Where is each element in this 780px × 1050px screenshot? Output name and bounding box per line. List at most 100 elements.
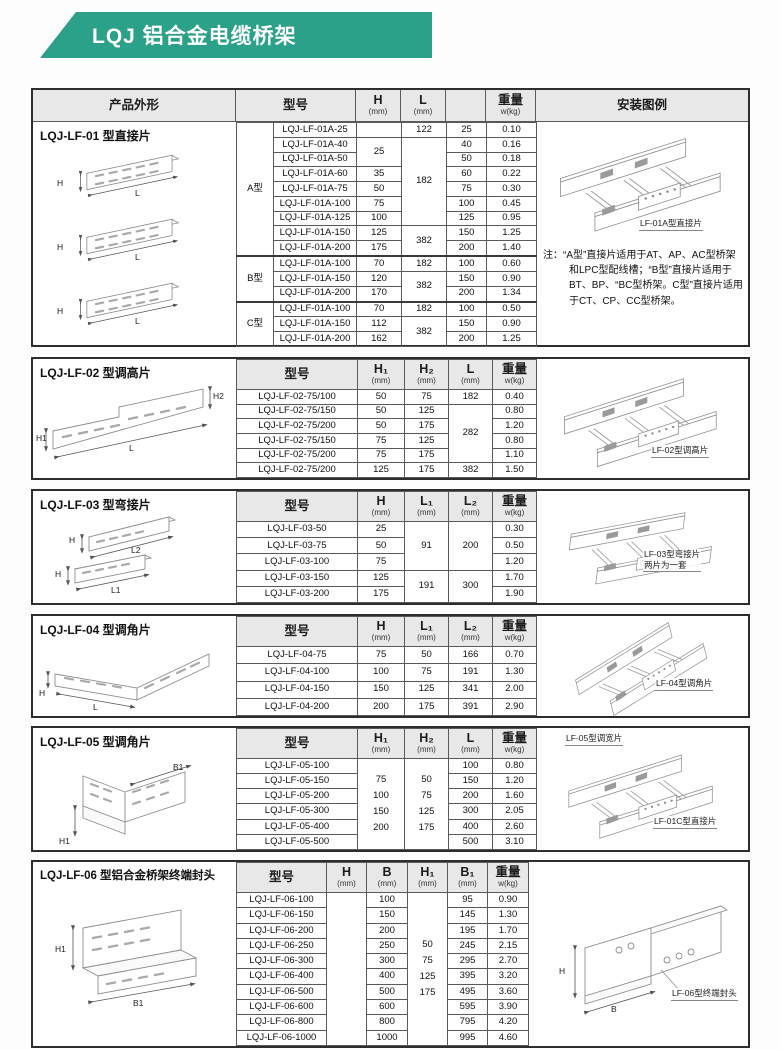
- table-cell: 75: [357, 432, 405, 449]
- table-cell: 1.30: [487, 907, 529, 924]
- table-cell: 170: [356, 285, 402, 303]
- table-cell: 3.20: [487, 968, 529, 985]
- table-cell: B型: [236, 255, 274, 303]
- column-header: H (mm): [357, 491, 405, 522]
- table-cell: 95: [447, 891, 488, 909]
- table-cell: 182: [401, 300, 447, 318]
- table-row: LQJ-LF-06-500 500 495 3.60: [236, 983, 529, 1001]
- illustration-label: LF-03型弯接片 两片为一套: [643, 549, 702, 573]
- table-cell: 0.50: [486, 300, 537, 318]
- table-cell: LQJ-LF-01A-200: [273, 285, 357, 303]
- table-cell: 0.22: [486, 166, 537, 183]
- table-cell: 1.70: [487, 922, 529, 939]
- illustration-label: LF-06型终端封头: [671, 988, 738, 1001]
- install-example-zone: LF-04型调角片: [537, 616, 748, 716]
- table-cell: 50: [446, 151, 487, 168]
- table-cell: LQJ-LF-01A-100: [273, 300, 357, 318]
- table-row: LQJ-LF-06-100 100 50 75 125 175 95 0.90: [236, 891, 529, 1046]
- table-cell: 391: [448, 697, 493, 717]
- column-header: L (mm): [448, 359, 493, 390]
- column-header: 型号: [236, 359, 358, 390]
- table-row: A型 LQJ-LF-01A-25 122 25 0.10: [236, 122, 537, 257]
- table-cell: LQJ-LF-01A-40: [273, 136, 357, 153]
- table-cell: LQJ-LF-03-150: [236, 569, 358, 587]
- table-cell: 200: [357, 697, 405, 717]
- table-cell: 3.60: [487, 983, 529, 1001]
- spec-table-lf02: 型号 H₁ (mm) H₂ (mm) L (mm) 重量 w(kg) LQJ-LF-02-75/1…: [236, 359, 537, 478]
- table-cell: 2.05: [492, 803, 537, 820]
- table-cell: LQJ-LF-02-75/150: [236, 403, 358, 420]
- column-header: L (mm): [448, 728, 493, 759]
- block-title: LQJ-LF-05 型调角片: [40, 735, 151, 749]
- table-cell: 182: [401, 136, 447, 227]
- table-cell: LQJ-LF-06-400: [236, 968, 327, 985]
- table-cell: 1.70: [492, 569, 537, 587]
- table-cell: LQJ-LF-06-150: [236, 907, 327, 924]
- table-cell: 75: [357, 645, 405, 665]
- table-cell: LQJ-LF-04-75: [236, 645, 358, 665]
- table-cell: 25: [356, 136, 402, 168]
- table-cell: LQJ-LF-04-150: [236, 680, 358, 699]
- table-cell: 182: [448, 389, 493, 405]
- table-cell: 400: [366, 968, 408, 985]
- table-cell: 125: [446, 210, 487, 227]
- table-cell: 182: [401, 255, 447, 272]
- install-example-zone: H B LF-06型终端封头: [529, 862, 748, 1046]
- table-cell: 50 75 125 175: [404, 758, 449, 850]
- table-cell: LQJ-LF-01A-200: [273, 240, 357, 257]
- column-header-blank: [446, 90, 486, 122]
- table-cell: 125: [404, 403, 449, 420]
- table-cell: A型: [236, 122, 274, 257]
- table-cell: 0.18: [486, 151, 537, 168]
- column-header: H₁ (mm): [357, 728, 405, 759]
- table-cell: 100: [446, 300, 487, 318]
- illustration-label: LF-02型调高片: [651, 445, 710, 458]
- table-cell: 341: [448, 680, 493, 699]
- table-cell: 175: [404, 697, 449, 717]
- table-cell: 382: [401, 316, 447, 347]
- table-cell: 175: [356, 240, 402, 257]
- column-header: L₂ (mm): [448, 491, 493, 522]
- table-cell: 75: [356, 195, 402, 212]
- table-cell: 50: [357, 418, 405, 434]
- table-cell: [326, 892, 367, 1046]
- column-header: 重量 w(kg): [492, 491, 537, 522]
- dimension-label: H: [55, 569, 62, 579]
- table-cell: 200: [446, 285, 487, 303]
- table-row: LQJ-LF-02-75/150 50 125 282 0.80: [236, 403, 537, 464]
- table-cell: 800: [366, 1014, 408, 1031]
- spec-table-lf04: 型号 H (mm) L₁ (mm) L₂ (mm) 重量 w(kg) LQJ-LF-04-75 75…: [236, 616, 537, 717]
- table-cell: 50 75 125 175: [407, 892, 448, 1046]
- table-row: LQJ-LF-02-75/200 75 175 1.10: [236, 447, 537, 464]
- product-block-lf02: LQJ-LF-02 型调高片 H2 H1 L 型号 H₁ (mm) H₂ (mm) L (m…: [31, 357, 750, 480]
- table-cell: 0.45: [486, 195, 537, 212]
- table-cell: 600: [366, 999, 408, 1016]
- table-cell: LQJ-LF-05-300: [236, 803, 358, 820]
- table-cell: 100: [446, 255, 487, 272]
- table-cell: 0.90: [487, 891, 529, 909]
- table-row: LQJ-LF-03-75 50 0.50: [236, 537, 537, 555]
- table-cell: 3.10: [492, 833, 537, 851]
- table-row: LQJ-LF-06-250 250 245 2.15: [236, 937, 529, 955]
- column-header: H₂ (mm): [404, 359, 449, 390]
- table-cell: 40: [446, 136, 487, 153]
- table-cell: 200: [366, 922, 408, 939]
- table-cell: 125: [357, 569, 405, 587]
- page-title: LQJ 铝合金电缆桥架: [92, 25, 297, 48]
- table-cell: LQJ-LF-02-75/200: [236, 462, 358, 478]
- table-row: LQJ-LF-06-150 150 145 1.30: [236, 907, 529, 924]
- table-cell: 150: [448, 773, 493, 790]
- table-cell: LQJ-LF-01A-50: [273, 151, 357, 168]
- table-cell: LQJ-LF-02-75/150: [236, 432, 358, 449]
- column-header: 型号: [236, 491, 358, 522]
- table-row: LQJ-LF-01A-40 25 182 40 0.16: [237, 136, 537, 227]
- table-cell: [356, 122, 402, 138]
- table-row: LQJ-LF-01A-150 112 382 150 0.90: [237, 316, 537, 347]
- table-cell: 250: [366, 937, 408, 955]
- table-cell: 1.20: [492, 418, 537, 434]
- column-header: H₂ (mm): [404, 728, 449, 759]
- table-cell: 300: [448, 569, 493, 604]
- table-cell: 35: [356, 166, 402, 183]
- product-drawing-b: H L: [57, 212, 219, 270]
- dimension-label: H: [39, 688, 46, 698]
